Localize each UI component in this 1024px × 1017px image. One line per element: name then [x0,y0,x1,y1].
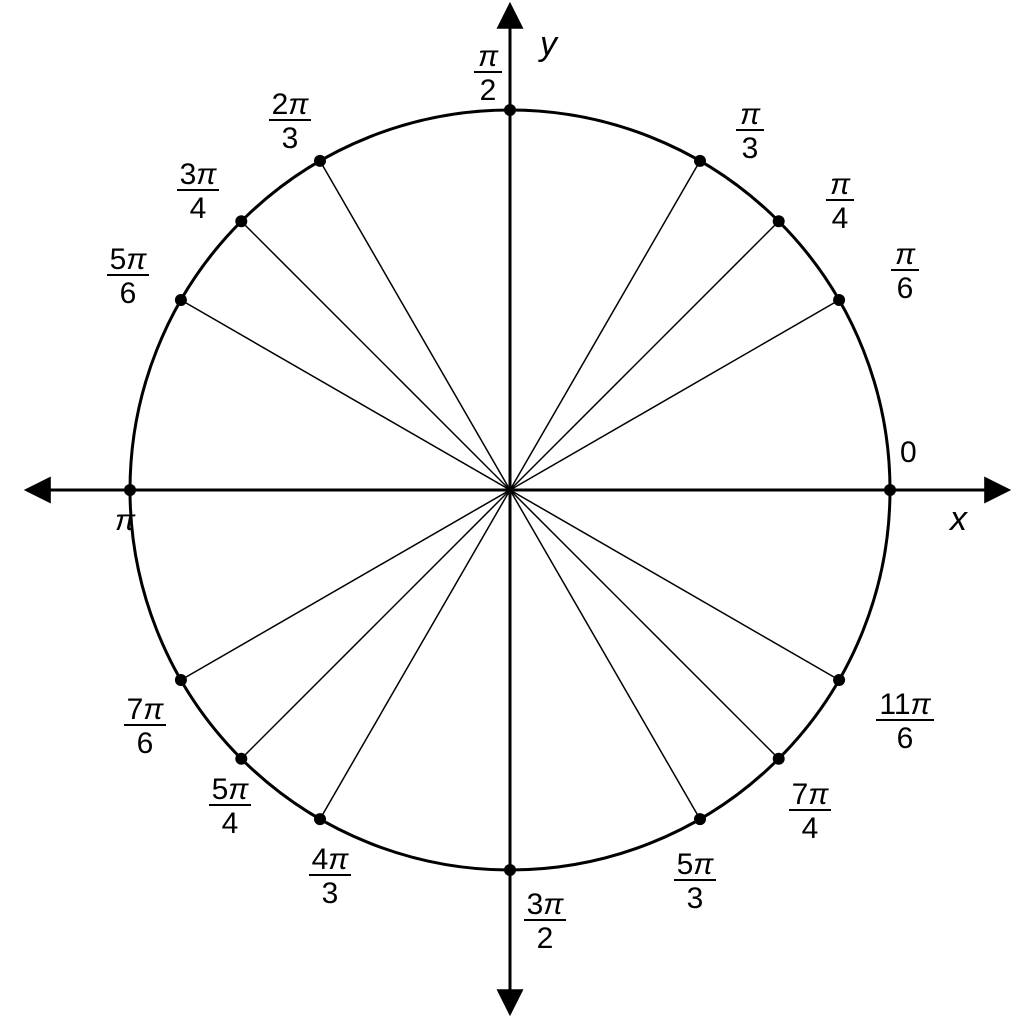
svg-text:5π: 5π [212,773,250,806]
svg-text:3: 3 [742,132,759,165]
angle-point [235,215,247,227]
svg-text:7π: 7π [127,693,165,726]
svg-text:2π: 2π [272,88,310,121]
angle-label: π6 [891,238,919,305]
svg-text:3π: 3π [527,888,565,921]
angle-point [884,484,896,496]
angle-label: 5π6 [107,243,149,310]
angle-label: 0 [900,436,917,469]
angle-label: 4π3 [309,843,351,910]
svg-text:π: π [895,238,916,271]
angle-label: 3π2 [524,888,566,955]
radial-line [320,490,510,819]
svg-text:3: 3 [687,882,704,915]
svg-text:π: π [115,504,136,537]
unit-circle-diagram: 0π6π4π3π22π33π45π6π7π65π44π33π25π37π411π… [0,0,1024,1017]
angle-label: 5π3 [674,848,716,915]
angle-point [694,155,706,167]
svg-text:6: 6 [897,272,914,305]
svg-text:6: 6 [120,277,137,310]
svg-text:4: 4 [832,202,849,235]
radial-line [510,490,779,759]
angle-label: 11π6 [876,688,934,755]
radial-line [510,300,839,490]
svg-text:π: π [478,40,499,73]
angle-point [694,813,706,825]
x-axis-label: x [948,500,968,538]
y-axis-label: y [538,25,559,63]
angle-label: 7π4 [789,778,831,845]
svg-text:7π: 7π [792,778,830,811]
angle-point [504,864,516,876]
angle-label: π3 [736,98,764,165]
angle-label: 5π4 [209,773,251,840]
angle-point [314,813,326,825]
angle-point [773,753,785,765]
angle-labels: 0π6π4π3π22π33π45π6π7π65π44π33π25π37π411π… [107,40,934,955]
angle-point [833,294,845,306]
angle-point [504,104,516,116]
svg-text:4π: 4π [312,843,350,876]
angle-point [175,674,187,686]
radial-line [320,161,510,490]
angle-label: 7π6 [124,693,166,760]
angle-point [773,215,785,227]
svg-text:4: 4 [222,807,239,840]
svg-text:3: 3 [322,877,339,910]
radial-line [510,490,700,819]
angle-label: π2 [474,40,502,107]
svg-text:4: 4 [190,192,207,225]
svg-text:4: 4 [802,812,819,845]
radial-line [510,490,839,680]
radial-line [241,490,510,759]
angle-point [124,484,136,496]
angle-label: 2π3 [269,88,311,155]
svg-text:5π: 5π [110,243,148,276]
svg-text:6: 6 [137,727,154,760]
svg-text:π: π [830,168,851,201]
radial-line [181,490,510,680]
angle-point [314,155,326,167]
radial-line [241,221,510,490]
svg-text:3: 3 [282,122,299,155]
svg-text:2: 2 [537,922,554,955]
angle-label: π4 [826,168,854,235]
svg-text:11π: 11π [879,688,931,721]
svg-text:2: 2 [480,74,497,107]
angle-point [175,294,187,306]
angle-label: π [115,504,136,537]
radial-line [510,221,779,490]
angle-point [235,753,247,765]
angle-label: 3π4 [177,158,219,225]
svg-text:π: π [740,98,761,131]
radial-line [510,161,700,490]
angle-point [833,674,845,686]
svg-text:6: 6 [897,722,914,755]
svg-text:0: 0 [900,436,917,469]
svg-text:3π: 3π [180,158,218,191]
radial-line [181,300,510,490]
svg-text:5π: 5π [677,848,715,881]
